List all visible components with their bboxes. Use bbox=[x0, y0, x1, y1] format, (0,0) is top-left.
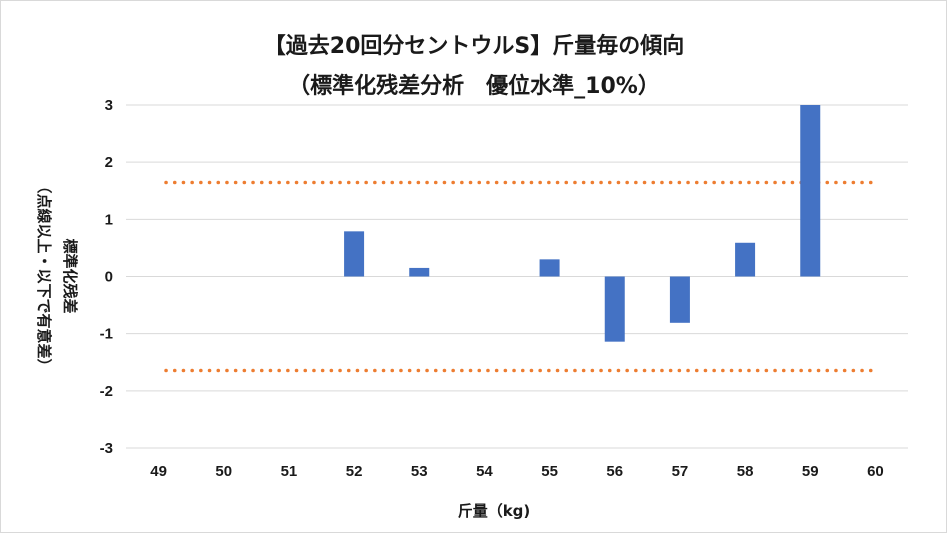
bar-59 bbox=[800, 105, 821, 277]
y-tick-label: -2 bbox=[100, 383, 113, 400]
chart-subtitle: （標準化残差分析 優位水準_10%） bbox=[288, 73, 660, 99]
grid-layer bbox=[126, 104, 908, 449]
y-tick-labels: 3 2 1 0 -1 -2 -3 bbox=[100, 97, 113, 457]
x-tick-label: 50 bbox=[215, 463, 232, 480]
y-tick-label: 3 bbox=[105, 97, 113, 114]
x-tick-label: 54 bbox=[476, 463, 493, 480]
bar-58 bbox=[735, 242, 756, 277]
y-axis-title: 標準化残差 bbox=[61, 238, 79, 313]
x-tick-label: 53 bbox=[411, 463, 428, 480]
x-tick-label: 52 bbox=[346, 463, 363, 480]
x-axis-title: 斤量（kg) bbox=[458, 502, 531, 520]
bar-52 bbox=[344, 231, 365, 277]
x-tick-label: 55 bbox=[541, 463, 558, 480]
x-tick-labels: 49 50 51 52 53 54 55 56 57 58 59 60 bbox=[150, 463, 884, 480]
threshold-layer bbox=[164, 180, 880, 373]
bar-53 bbox=[409, 267, 430, 277]
bar-55 bbox=[539, 259, 560, 277]
x-tick-label: 60 bbox=[867, 463, 884, 480]
y-tick-label: -1 bbox=[100, 326, 113, 343]
y-axis-note: （点線以上・以下で有意差） bbox=[35, 178, 53, 373]
x-tick-label: 49 bbox=[150, 463, 167, 480]
bar-57 bbox=[669, 276, 690, 323]
x-tick-label: 51 bbox=[281, 463, 298, 480]
bar-layer bbox=[344, 105, 821, 342]
x-tick-label: 58 bbox=[737, 463, 754, 480]
chart-title: 【過去20回分セントウルS】斤量毎の傾向 bbox=[264, 33, 684, 59]
y-tick-label: 1 bbox=[105, 211, 113, 228]
x-tick-label: 57 bbox=[672, 463, 689, 480]
y-tick-label: 0 bbox=[105, 269, 113, 286]
x-tick-label: 59 bbox=[802, 463, 819, 480]
x-tick-label: 56 bbox=[606, 463, 623, 480]
bar-56 bbox=[604, 276, 625, 342]
y-tick-label: 2 bbox=[105, 154, 113, 171]
y-tick-label: -3 bbox=[100, 440, 113, 457]
